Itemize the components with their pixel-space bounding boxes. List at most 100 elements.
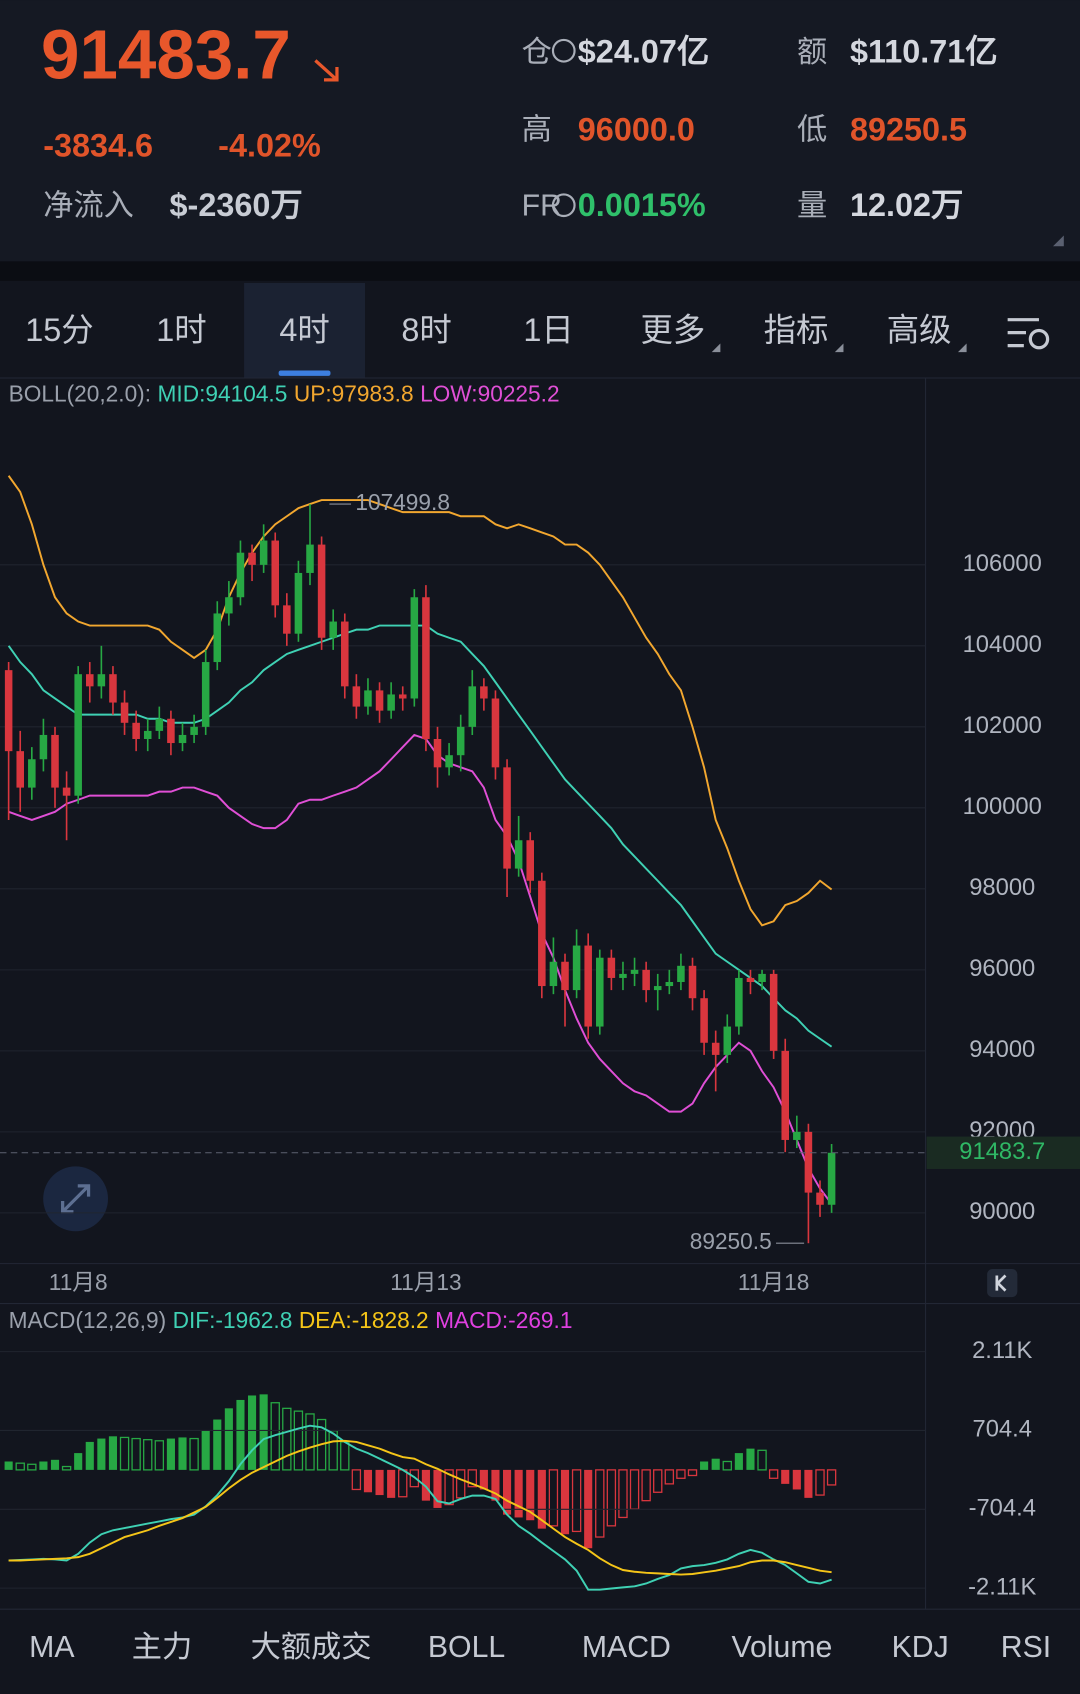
candle-body	[514, 840, 523, 869]
histogram-bar	[641, 1469, 651, 1502]
net-inflow-value: $-2360万	[170, 187, 303, 223]
y-tick-label: 104000	[963, 631, 1042, 658]
x-tick-label: 11月18	[738, 1269, 809, 1295]
candle-body	[387, 694, 395, 711]
histogram-bar	[711, 1458, 720, 1470]
candle-body	[398, 694, 407, 699]
indicator-tab[interactable]: MA	[29, 1631, 75, 1664]
indicator-line	[7, 624, 833, 1048]
candle-body	[143, 730, 152, 739]
scroll-latest-button[interactable]	[987, 1269, 1018, 1298]
header-shadow	[0, 261, 1080, 281]
y-tick-label: -704.4	[969, 1495, 1036, 1522]
interval-tab[interactable]: 更多	[640, 312, 705, 348]
interval-tab[interactable]: 1日	[523, 312, 573, 348]
info-icon[interactable]	[551, 193, 576, 218]
candle-body	[225, 597, 233, 614]
histogram-bar	[826, 1469, 837, 1486]
y-tick-label: -2.11K	[968, 1573, 1036, 1600]
settings-icon[interactable]	[1007, 318, 1050, 350]
stat-label: 额	[797, 35, 827, 69]
histogram-bar	[305, 1413, 315, 1471]
stat-value: 96000.0	[578, 111, 695, 147]
candle-body	[781, 1050, 790, 1140]
candle-body	[248, 552, 256, 565]
candle-body	[468, 686, 477, 727]
candle-body	[735, 977, 743, 1027]
legend-title: BOLL(20,2.0):	[9, 380, 151, 406]
indicator-line	[8, 733, 833, 1205]
candle-body	[584, 945, 592, 1027]
candle-body	[74, 674, 82, 796]
histogram-bar	[768, 1469, 779, 1479]
candle-body	[653, 986, 662, 991]
histogram-bar	[27, 1463, 37, 1471]
interval-tab[interactable]: 指标	[764, 312, 829, 348]
histogram-bar	[119, 1436, 130, 1471]
legend-item: LOW:90225.2	[420, 380, 560, 406]
y-tick-label: 94000	[969, 1036, 1035, 1063]
y-tick-label: 102000	[963, 712, 1042, 739]
histogram-bar	[259, 1394, 268, 1470]
candle-body	[711, 1042, 720, 1055]
candle-body	[700, 998, 708, 1043]
histogram-bar	[236, 1399, 245, 1470]
stat-value: 89250.5	[850, 111, 967, 147]
histogram-bar	[514, 1469, 523, 1518]
interval-tab[interactable]: 8时	[401, 312, 451, 348]
histogram-bar	[676, 1469, 686, 1479]
indicator-line	[8, 1424, 832, 1591]
indicator-tab[interactable]: BOLL	[428, 1631, 505, 1664]
histogram-bar	[653, 1469, 663, 1493]
candle-body	[758, 973, 766, 983]
histogram-bar	[502, 1469, 512, 1515]
legend-title: MACD(12,26,9)	[9, 1307, 167, 1333]
info-icon[interactable]	[551, 38, 576, 63]
legend-item: MACD:-269.1	[435, 1307, 572, 1333]
last-price: 91483.7	[41, 16, 291, 94]
histogram-bar	[526, 1469, 535, 1521]
price-change-pct: -4.02%	[218, 128, 321, 164]
histogram-bar	[213, 1419, 222, 1470]
histogram-bar	[421, 1469, 430, 1501]
histogram-bar	[189, 1437, 199, 1471]
indicator-tab[interactable]: MACD	[582, 1631, 671, 1664]
histogram-bar	[154, 1440, 165, 1471]
histogram-bar	[131, 1437, 141, 1471]
interval-tab[interactable]: 15分	[25, 312, 93, 348]
candle-body	[236, 552, 245, 598]
candle-body	[364, 690, 372, 707]
interval-tab[interactable]: 1时	[156, 312, 206, 348]
candle-body	[445, 755, 453, 768]
stat-label: 高	[522, 113, 552, 147]
candle-body	[549, 961, 558, 987]
indicator-tab[interactable]: RSI	[1001, 1631, 1051, 1664]
histogram-bar	[792, 1469, 801, 1490]
histogram-bar	[201, 1430, 210, 1470]
stat-label: 仓	[522, 35, 552, 69]
histogram-bar	[455, 1469, 466, 1499]
x-tick-label: 11月13	[390, 1269, 461, 1295]
candle-body	[62, 787, 71, 796]
candle-body	[109, 674, 117, 703]
candle-body	[341, 621, 349, 687]
candle-body	[480, 686, 488, 699]
legend-item: DIF:-1962.8	[173, 1307, 293, 1333]
indicator-tab[interactable]: 主力	[132, 1630, 192, 1664]
histogram-bar	[15, 1462, 25, 1471]
last-price-tag	[926, 1136, 1080, 1169]
scroll-latest-icon	[995, 1274, 1007, 1292]
interval-tab[interactable]: 4时	[279, 312, 329, 348]
histogram-bar	[363, 1469, 373, 1493]
interval-tab[interactable]: 高级	[887, 312, 952, 348]
candle-body	[178, 734, 187, 744]
candle-body	[16, 751, 24, 788]
histogram-bar	[444, 1469, 454, 1506]
candle-body	[793, 1131, 801, 1140]
indicator-tab[interactable]: Volume	[731, 1631, 832, 1664]
x-tick-label: 11月8	[49, 1269, 108, 1295]
stat-label: 低	[797, 113, 827, 147]
candle-body	[688, 965, 697, 999]
indicator-tab[interactable]: 大额成交	[251, 1630, 372, 1664]
indicator-tab[interactable]: KDJ	[892, 1631, 949, 1664]
